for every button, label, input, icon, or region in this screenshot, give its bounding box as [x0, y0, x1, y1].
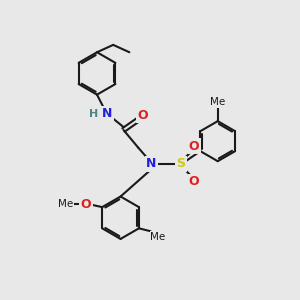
- Text: S: S: [176, 157, 185, 170]
- Text: Me: Me: [150, 232, 166, 242]
- Text: O: O: [137, 109, 148, 122]
- Text: Me: Me: [58, 199, 73, 209]
- Text: N: N: [102, 107, 112, 120]
- Text: H: H: [88, 109, 98, 119]
- Text: O: O: [189, 140, 200, 153]
- Text: O: O: [81, 198, 91, 211]
- Text: Me: Me: [210, 97, 225, 107]
- Text: N: N: [146, 157, 157, 170]
- Text: O: O: [189, 175, 200, 188]
